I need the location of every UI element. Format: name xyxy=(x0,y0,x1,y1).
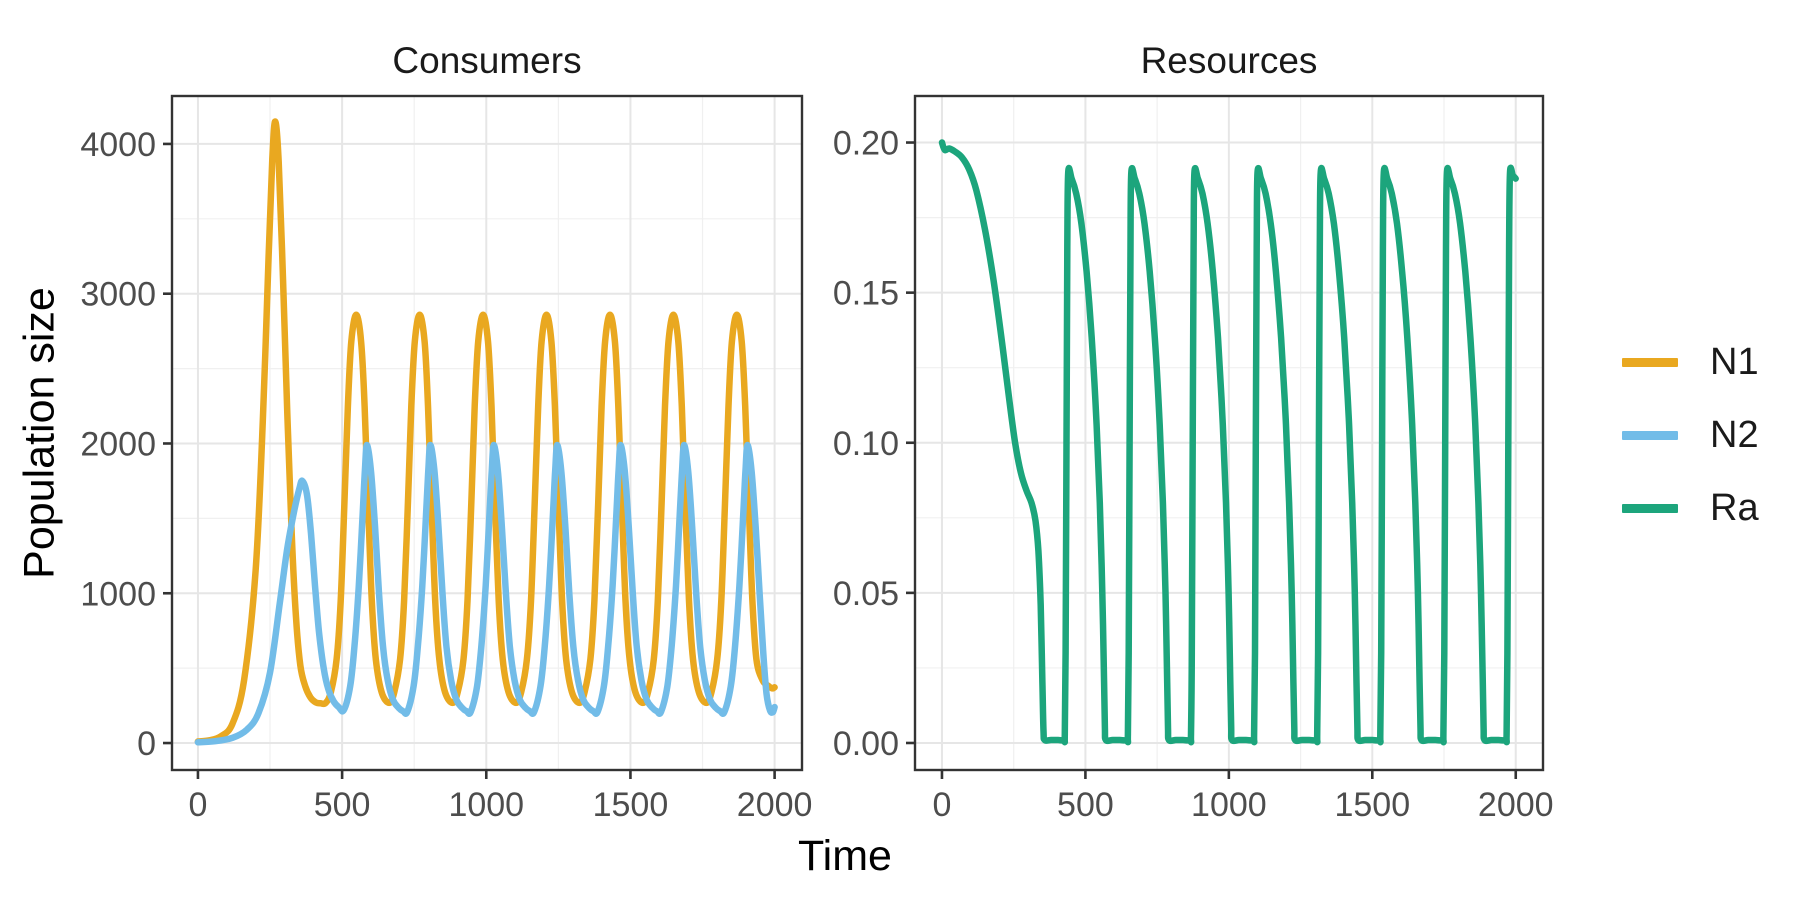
legend-item-n1: N1 xyxy=(1622,340,1759,384)
y-tick-label: 3000 xyxy=(80,276,156,314)
panel-title-consumers: Consumers xyxy=(392,40,582,81)
legend-label-ra: Ra xyxy=(1710,487,1759,529)
x-tick-label: 500 xyxy=(1057,786,1114,824)
y-tick-label: 0.15 xyxy=(833,275,899,313)
y-tick-label: 4000 xyxy=(80,126,156,164)
panel-title-resources: Resources xyxy=(1140,40,1318,81)
y-tick-label: 0.20 xyxy=(833,125,899,163)
legend-label-n2: N2 xyxy=(1710,414,1759,456)
y-tick-label: 1000 xyxy=(80,575,156,613)
panel-consumers: 0 500 1000 1500 2000 0 1000 2000 3000 4000 xyxy=(80,94,812,824)
panel-resources: 0 500 1000 1500 2000 0.00 0.05 0.10 0.15 0.20 xyxy=(833,94,1554,824)
y-tick-label: 0.05 xyxy=(833,575,899,613)
y-tick-label: 0.10 xyxy=(833,425,899,463)
x-tick-label: 2000 xyxy=(1478,786,1554,824)
line-ra xyxy=(938,139,1519,746)
legend-label-n1: N1 xyxy=(1710,341,1759,383)
x-tick-label: 0 xyxy=(188,786,207,824)
x-tick-label: 500 xyxy=(314,786,371,824)
x-tick-label: 1000 xyxy=(448,786,524,824)
x-tick-label: 1500 xyxy=(593,786,669,824)
y-tick-label: 0.00 xyxy=(833,725,899,763)
legend-key-n1-line xyxy=(1622,357,1678,367)
y-tick-label: 0 xyxy=(137,725,156,763)
series-lines xyxy=(194,118,778,746)
legend-key-ra-line xyxy=(1622,503,1678,513)
legend-key-n2-line xyxy=(1622,430,1678,440)
legend-item-n2: N2 xyxy=(1622,413,1759,457)
line-n2 xyxy=(194,441,778,746)
x-tick-label: 2000 xyxy=(737,786,813,824)
x-axis-title: Time xyxy=(798,832,892,880)
series-lines xyxy=(938,139,1519,746)
x-tick-label: 1500 xyxy=(1334,786,1410,824)
x-tick-label: 1000 xyxy=(1191,786,1267,824)
axes: 0 500 1000 1500 2000 0 1000 2000 3000 4000 xyxy=(80,126,812,824)
y-tick-label: 2000 xyxy=(80,425,156,463)
x-tick-label: 0 xyxy=(933,786,952,824)
legend-item-ra: Ra xyxy=(1622,486,1759,530)
axes: 0 500 1000 1500 2000 0.00 0.05 0.10 0.15 0.20 xyxy=(833,125,1554,824)
